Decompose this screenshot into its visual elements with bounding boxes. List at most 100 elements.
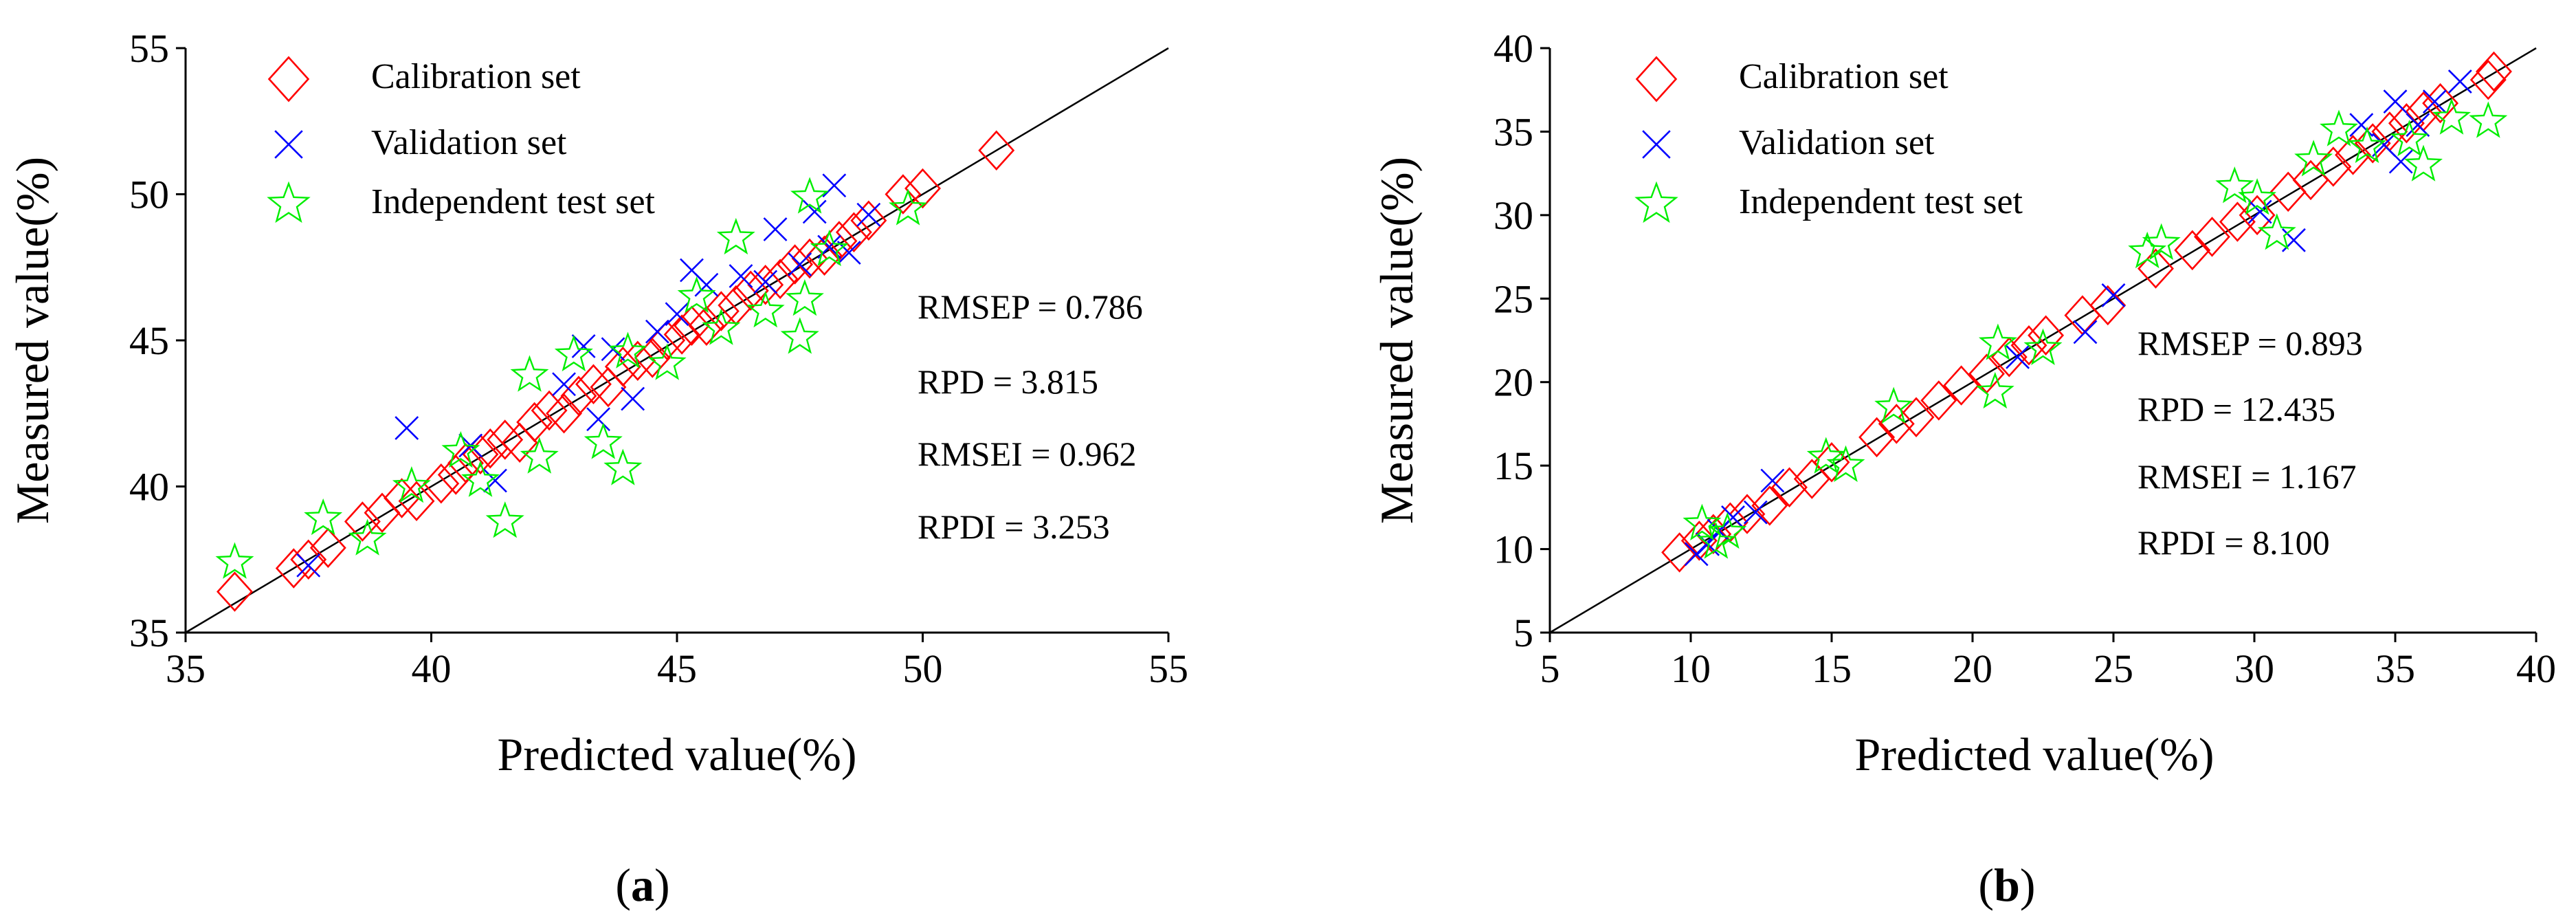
chart-a-point-cross [856, 202, 881, 227]
chart-a-reference-line [185, 47, 1169, 634]
chart-a-point-diamond [702, 291, 740, 331]
chart-a-point-diamond [471, 428, 509, 469]
chart-a-legend-star-icon [267, 181, 311, 223]
chart-b-x-tick-label: 40 [2516, 646, 2556, 691]
chart-a-point-star [520, 437, 559, 474]
chart-a-point-diamond [806, 235, 843, 276]
chart-b-point-cross [1760, 468, 1785, 493]
chart-a-point-diamond [604, 347, 641, 387]
chart-a-point-diamond [634, 338, 671, 378]
chart-b-y-tick-label: 40 [1494, 26, 1533, 71]
chart-b-point-diamond [2028, 315, 2065, 355]
chart-b-point-star [2142, 223, 2181, 260]
chart-b-point-diamond [2388, 103, 2425, 144]
chart-b-point-cross [2406, 113, 2430, 138]
chart-a-legend: Calibration set Validation set Independe… [267, 56, 656, 223]
chart-a-series-validation-set [296, 173, 881, 578]
chart-b-series-independent-test-set [1683, 98, 2508, 559]
chart-b-point-cross [2006, 344, 2030, 369]
chart-a-point-cross [753, 270, 778, 294]
chart-a-point-diamond [885, 174, 922, 215]
chart-b-point-diamond [1943, 365, 1980, 406]
chart-a-point-star [608, 331, 647, 369]
chart-a-legend-item-validation: Validation set [274, 123, 567, 162]
chart-b-legend-marker-validation [1642, 130, 1671, 159]
chart-b-legend-item-calibration: Calibration set [1635, 56, 1948, 102]
chart-b-points [1661, 51, 2512, 573]
chart-a-point-cross [552, 372, 576, 397]
chart-a-point-diamond [384, 478, 421, 518]
chart-a-point-star [746, 291, 785, 328]
chart-b-point-star [2023, 328, 2063, 365]
chart-b-x-tick-label: 5 [1540, 646, 1560, 691]
chart-b-point-diamond [1920, 380, 1957, 421]
chart-b-point-star [2294, 140, 2333, 177]
chart-b-point-star [2390, 120, 2429, 157]
chart-b-y-tick-label: 35 [1494, 109, 1533, 154]
chart-b: 5 10 15 20 25 30 35 40 5 10 15 20 25 30 35 40 Predicted… [1370, 26, 2556, 911]
chart-a-point-cross [694, 272, 719, 297]
panel-label-a-letter: a [631, 859, 654, 911]
chart-b-point-star [2320, 109, 2358, 146]
chart-a-point-diamond [447, 443, 485, 483]
chart-a-point-star [647, 343, 687, 380]
chart-b-point-diamond [1990, 337, 2028, 377]
panel-label-b-close: ) [2020, 859, 2036, 911]
panel-label-b: (b) [1978, 859, 2035, 911]
panel-label-b-letter: b [1994, 859, 2020, 911]
chart-a-point-cross [822, 173, 847, 198]
chart-b-point-star [1874, 386, 1913, 424]
chart-a-point-star [392, 466, 431, 503]
chart-a-legend-cross-icon [274, 130, 303, 159]
chart-b-stats: RMSEP = 0.893 RPD = 12.435 RMSEI = 1.167… [2138, 324, 2363, 562]
chart-a-legend-label-test: Independent test set [371, 182, 656, 221]
chart-a-point-star [348, 518, 387, 556]
chart-b-point-diamond [2354, 123, 2391, 164]
chart-b-legend-label-validation: Validation set [1739, 123, 1935, 162]
chart-a-point-cross [571, 334, 596, 358]
chart-b-point-cross [2073, 320, 2098, 344]
chart-a-point-diamond [398, 481, 435, 521]
chart-a-point-cross [586, 407, 611, 432]
chart-a-point-star [461, 460, 500, 497]
chart-a-point-diamond [546, 393, 583, 434]
chart-a-legend-marker-calibration [267, 56, 310, 102]
chart-b-point-diamond [1680, 521, 1718, 561]
chart-a-point-diamond [344, 501, 381, 542]
chart-a-y-tick-label: 40 [129, 465, 169, 510]
chart-a-point-cross [296, 553, 321, 578]
chart-b-point-diamond [1751, 485, 1788, 526]
chart-b-ylabel: Measured value(%) [1370, 157, 1423, 524]
chart-a-stat-rpd: RPD = 3.815 [918, 362, 1098, 401]
chart-b-point-diamond [2239, 195, 2276, 236]
chart-a-x-tick-label: 50 [903, 646, 943, 691]
chart-b-x-tick-label: 10 [1671, 646, 1711, 691]
chart-a-stat-rmsei: RMSEI = 0.962 [918, 435, 1137, 473]
chart-a-point-cross [665, 302, 689, 327]
chart-b-y-tick-label: 15 [1494, 443, 1533, 488]
chart-a-series-independent-test-set [215, 177, 928, 579]
chart-a-y-tick-label: 45 [129, 318, 169, 363]
chart-b-legend-item-test: Independent test set [1634, 181, 2023, 223]
chart-a-y-tick-label: 55 [129, 26, 169, 71]
chart-a-y-tick-label: 35 [129, 611, 169, 655]
chart-b-y-tick-label: 30 [1494, 193, 1533, 238]
chart-b-point-star [1975, 371, 2014, 409]
chart-b-point-diamond [1771, 467, 1808, 507]
chart-b-point-cross [2447, 69, 2472, 94]
chart-a-point-star [441, 431, 480, 468]
chart-b-legend-marker-calibration [1635, 56, 1678, 102]
chart-a-point-diamond [216, 571, 253, 612]
chart-a-point-diamond [663, 314, 700, 355]
chart-b-point-cross [2383, 89, 2408, 114]
chart-b-legend-label-calibration: Calibration set [1739, 57, 1948, 96]
chart-b-stat-rmsei: RMSEI = 1.167 [2138, 457, 2357, 496]
chart-b-point-diamond [2194, 217, 2230, 257]
chart-b-point-diamond [2335, 135, 2371, 175]
chart-b-x-tick-label: 35 [2375, 646, 2415, 691]
chart-b-point-star [1708, 512, 1747, 549]
chart-b-point-diamond [1695, 514, 1732, 554]
chart-b-point-star [2238, 178, 2277, 215]
chart-a-point-diamond [850, 200, 887, 241]
